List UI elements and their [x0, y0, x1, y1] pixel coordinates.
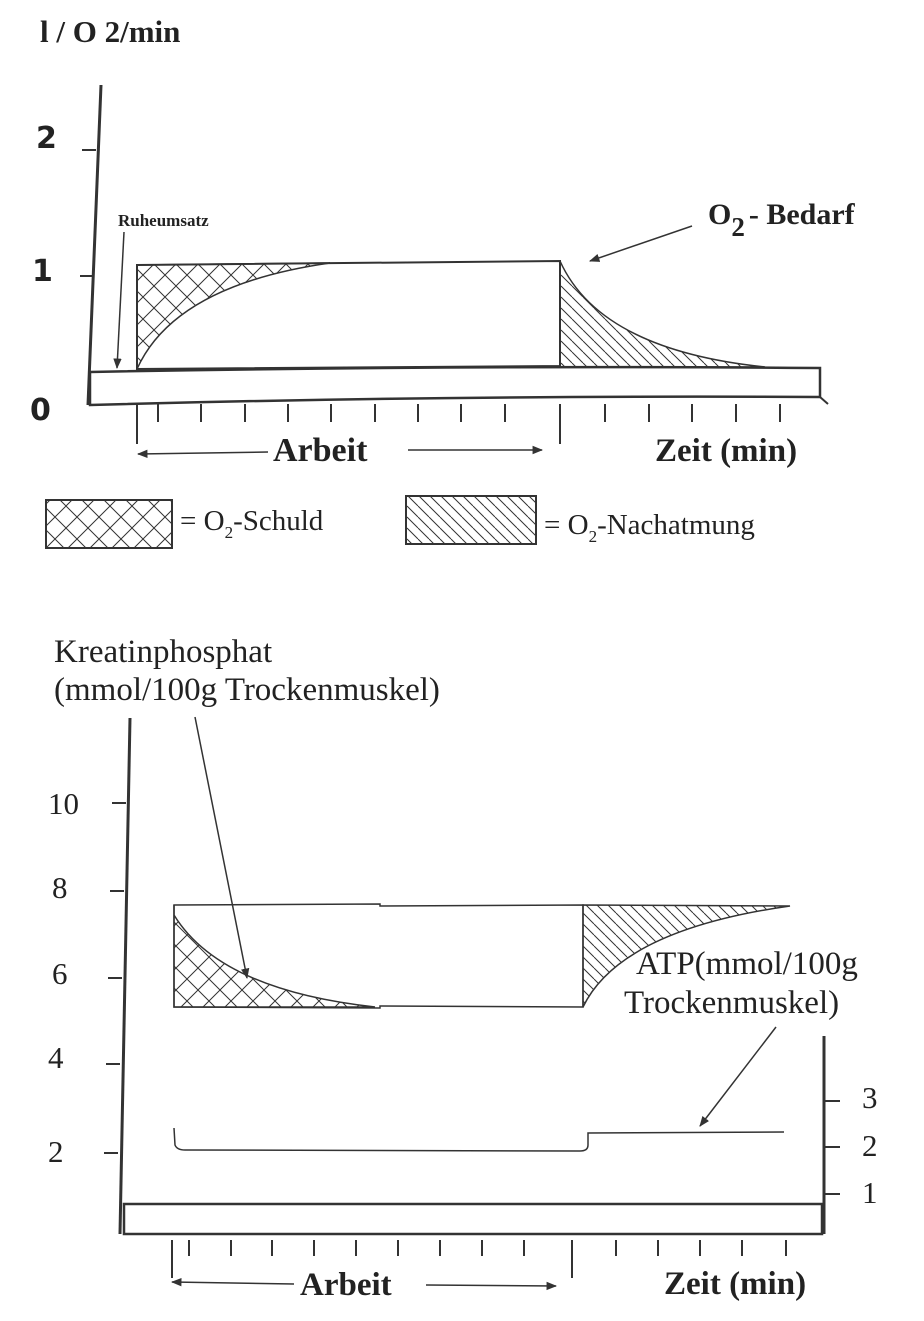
bottom-right-y-ticks [824, 1100, 840, 1195]
bottom-chart: Kreatinphosphat (mmol/100g Trockenmuskel… [48, 634, 878, 1303]
top-x-work-label: Arbeit [273, 432, 368, 469]
legend: = O2-Schuld = O2-Nachatmung [45, 495, 755, 549]
bottom-left-y-ticks [104, 802, 126, 1154]
kp-label-line1: Kreatinphosphat [54, 634, 272, 670]
kp-depletion-area [173, 905, 376, 1008]
rest-metabolism-label: Ruheumsatz [118, 211, 209, 230]
bottom-baseline-band [122, 1202, 824, 1236]
o2-demand-label: O2- Bedarf [708, 198, 856, 242]
top-work-arrow-left [136, 449, 269, 459]
kp-label-line2: (mmol/100g Trockenmuskel) [54, 672, 440, 708]
top-y-tick-label: 0 [30, 393, 51, 428]
bottom-x-time-label: Zeit (min) [664, 1266, 806, 1302]
top-o2-debt-area [136, 262, 331, 370]
legend-o2-recovery: = O2-Nachatmung [544, 509, 755, 546]
kp-label-arrow [194, 716, 250, 980]
bottom-left-y-tick-label: 8 [52, 870, 68, 905]
bottom-x-ticks [171, 1240, 787, 1278]
top-y-axis [86, 84, 103, 406]
bottom-x-work-label: Arbeit [300, 1267, 392, 1303]
top-y-tick-label: 1 [32, 254, 53, 289]
legend-swatch-diagonal [405, 495, 537, 545]
bottom-right-y-tick-label: 2 [862, 1128, 878, 1163]
rest-metabolism-arrow [113, 231, 125, 370]
bottom-work-arrow-right [425, 1281, 558, 1291]
atp-line [173, 1127, 785, 1152]
bottom-left-y-axis [118, 717, 132, 1235]
legend-o2-debt: = O2-Schuld [180, 505, 324, 542]
top-chart: l / O 2/min 2 1 0 Ruheumsatz O2- Bedarf [30, 14, 856, 549]
atp-label-arrow [699, 1026, 777, 1127]
atp-label-line1: ATP(mmol/100g [636, 946, 858, 982]
bottom-right-y-tick-label: 1 [862, 1175, 878, 1210]
top-baseline-corner [819, 396, 829, 405]
bottom-work-arrow-left [170, 1277, 295, 1287]
top-y-tick-label: 2 [36, 121, 57, 156]
bottom-left-y-tick-label: 6 [52, 956, 68, 991]
bottom-right-y-tick-label: 3 [862, 1080, 878, 1115]
top-x-time-label: Zeit (min) [655, 433, 797, 469]
top-baseline-band [88, 365, 822, 407]
atp-label-line2: Trockenmuskel) [624, 985, 839, 1021]
bottom-left-y-tick-label: 2 [48, 1134, 64, 1169]
top-x-ticks [136, 404, 781, 444]
top-recovery-area [559, 260, 766, 368]
kp-recovery-area [582, 904, 791, 1008]
bottom-left-y-tick-label: 10 [48, 786, 79, 821]
bottom-left-y-tick-label: 4 [48, 1040, 64, 1075]
legend-swatch-crosshatch [45, 499, 173, 549]
top-y-axis-title: l / O 2/min [40, 14, 180, 49]
o2-demand-arrow [589, 225, 693, 262]
